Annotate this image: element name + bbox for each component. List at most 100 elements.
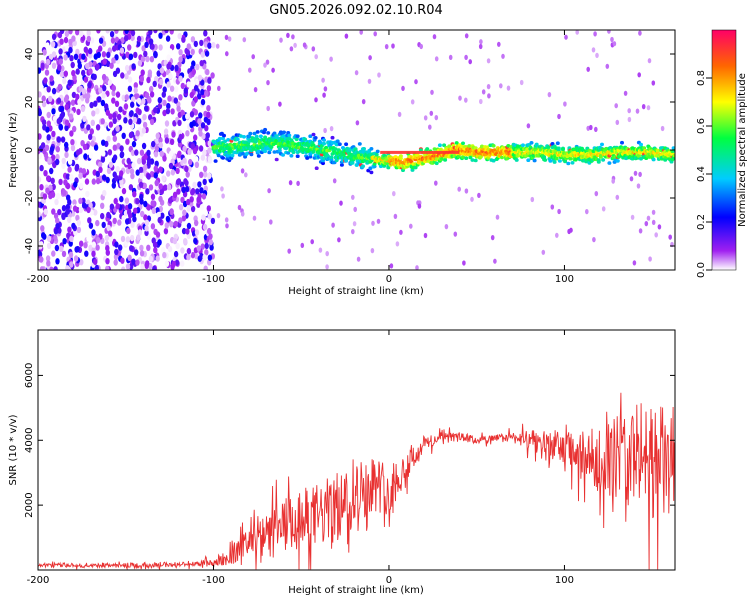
spectrogram-noise-cell <box>79 30 84 37</box>
spectrogram-noise-cell <box>66 232 71 239</box>
spectrogram-noise-cell <box>193 109 198 116</box>
spectrogram-noise-cell <box>168 162 174 170</box>
spectrogram-noise-cell <box>199 187 204 194</box>
spectrogram-noise-cell <box>46 134 51 141</box>
spectrogram-ridge-cell <box>461 141 465 146</box>
spectrogram-faint-cell <box>638 30 642 36</box>
spectrogram-faint-cell <box>244 172 248 178</box>
spectrogram-noise-cell <box>139 75 144 83</box>
spectrogram-ridge-cell <box>245 151 250 156</box>
spectrogram-faint-cell <box>377 72 381 78</box>
spectrogram-noise-cell <box>127 44 132 51</box>
spectrogram-noise-cell <box>207 42 212 49</box>
spectrogram-noise-cell <box>152 80 157 88</box>
spectrogram-faint-cell <box>478 43 483 50</box>
spectrogram-ridge-cell <box>372 162 377 166</box>
spectrogram-noise-cell <box>38 91 42 98</box>
spectrogram-noise-cell <box>44 69 50 76</box>
spectrogram-faint-cell <box>339 200 343 206</box>
spectrogram-noise-cell <box>76 108 81 116</box>
spectrogram-noise-cell <box>192 147 198 155</box>
spectrogram-noise-cell <box>74 246 79 253</box>
spectrogram-ridge-cell <box>651 157 656 162</box>
spectrogram-noise-cell <box>131 63 136 70</box>
spectrogram-noise-cell <box>80 79 85 86</box>
spectrogram-noise-cell <box>127 209 132 216</box>
spectrogram-noise-cell <box>59 70 65 78</box>
spectrogram-noise-cell <box>177 32 182 40</box>
spectrogram-ridge-cell <box>671 146 675 150</box>
spectrogram-noise-cell <box>184 179 189 187</box>
spectrogram-noise-cell <box>112 217 117 225</box>
spectrogram-faint-cell <box>487 93 491 99</box>
spectrogram-noise-cell <box>178 56 183 63</box>
spectrogram-faint-cell <box>434 115 439 121</box>
spectrogram-noise-cell <box>185 49 191 56</box>
spectrogram-noise-cell <box>190 252 196 259</box>
spectrogram-noise-cell <box>177 150 182 157</box>
bottom-axes: -200 -100 0 100 2000 4000 6000 <box>24 330 675 586</box>
spectrogram-noise-cell <box>114 54 119 61</box>
spectrogram-noise-cell <box>200 88 205 96</box>
top-x-tick-label: -100 <box>202 274 225 285</box>
spectrogram-noise-cell <box>178 133 183 141</box>
spectrogram-noise-cell <box>123 117 128 124</box>
spectrogram-faint-cell <box>409 223 413 229</box>
spectrogram-noise-cell <box>158 32 163 39</box>
spectrogram-noise-cell <box>99 78 104 86</box>
spectrogram-noise-cell <box>132 191 137 198</box>
bottom-plot-frame <box>37 329 676 571</box>
spectrogram-noise-cell <box>81 53 86 60</box>
spectrogram-noise-cell <box>52 115 58 123</box>
spectrogram-noise-cell <box>164 222 169 229</box>
spectrogram-noise-cell <box>207 77 212 84</box>
spectrogram-noise-cell <box>207 147 212 154</box>
spectrogram-ridge-cell <box>242 135 246 139</box>
spectrogram-noise-cell <box>128 110 134 118</box>
spectrogram-faint-cell <box>651 219 656 225</box>
spectrogram-noise-cell <box>70 144 76 152</box>
top-y-tick-label: 20 <box>24 96 35 109</box>
spectrogram-noise-cell <box>135 169 140 176</box>
spectrogram-noise-cell <box>178 217 183 224</box>
spectrogram-noise-cell <box>110 37 116 44</box>
spectrogram-noise-cell <box>140 55 146 63</box>
spectrogram-ridge-cell <box>555 141 560 145</box>
spectrogram-noise-cell <box>63 96 69 103</box>
spectrogram-noise-cell <box>194 219 199 227</box>
bottom-x-tick-label: 0 <box>386 575 392 586</box>
spectrogram-faint-cell <box>289 46 294 52</box>
spectrogram-noise-cell <box>185 113 190 120</box>
spectrogram-noise-cell <box>199 171 204 178</box>
spectrogram-noise-cell <box>148 114 153 121</box>
spectrogram-ridge-cell <box>447 144 452 148</box>
spectrogram-noise-cell <box>185 130 190 137</box>
spectrogram-noise-cell <box>42 193 48 200</box>
spectrogram-noise-cell <box>202 149 207 156</box>
spectrogram-faint-cell <box>575 30 579 35</box>
spectrogram-noise-cell <box>104 103 109 110</box>
spectrogram-noise-cell <box>106 211 111 219</box>
spectrogram-noise-cell <box>159 188 164 195</box>
spectrogram-noise-cell <box>117 113 122 121</box>
spectrogram-noise-cell <box>46 86 51 93</box>
spectrogram-faint-cell <box>610 36 614 43</box>
spectrogram-noise-cell <box>207 157 213 164</box>
spectrogram-noise-cell <box>95 170 101 178</box>
spectrogram-noise-cell <box>80 105 86 113</box>
spectrogram-noise-cell <box>102 189 107 197</box>
spectrogram-noise-cell <box>120 72 125 79</box>
spectrogram-noise-cell <box>210 217 216 225</box>
spectrogram-noise-cell <box>112 144 118 151</box>
spectrogram-noise-cell <box>131 140 137 148</box>
spectrogram-faint-cell <box>641 104 646 110</box>
spectrogram-noise-cell <box>112 70 118 78</box>
spectrogram-noise-cell <box>174 64 179 72</box>
spectrogram-noise-cell <box>55 258 60 265</box>
spectrogram-noise-cell <box>55 153 60 161</box>
spectrogram-noise-cell <box>196 196 201 203</box>
spectrogram-faint-cell <box>318 247 323 253</box>
spectrogram-noise-cell <box>51 208 56 215</box>
spectrogram-faint-cell <box>263 62 267 68</box>
spectrogram-noise-cell <box>199 39 204 47</box>
